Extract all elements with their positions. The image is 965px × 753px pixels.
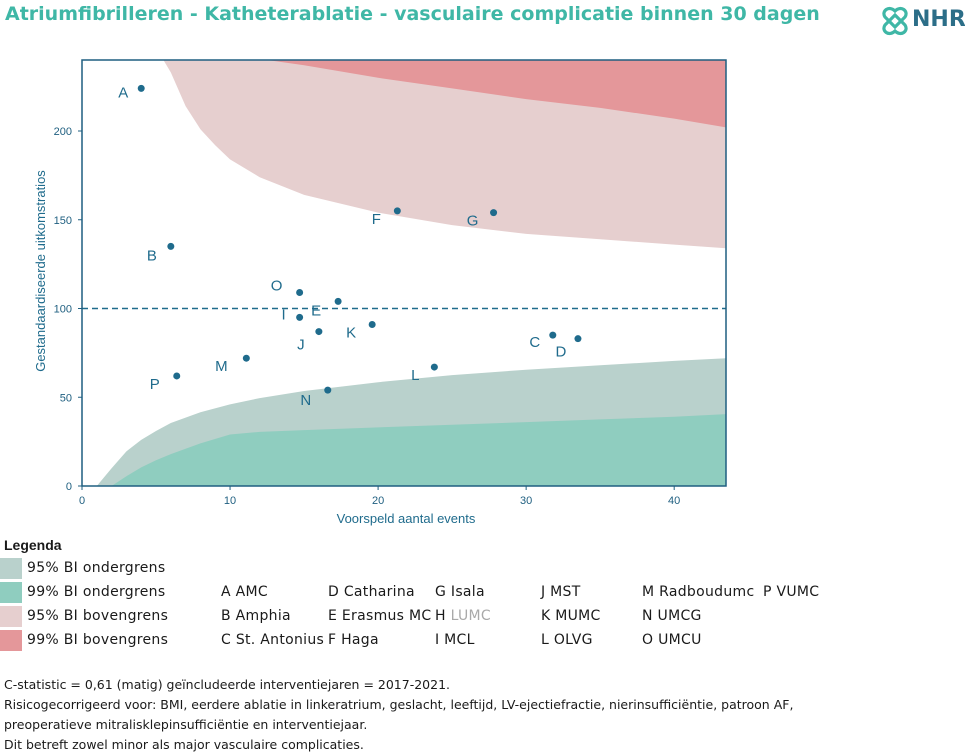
hospital-key-item: C St. Antonius	[221, 632, 325, 648]
data-point-l	[430, 363, 438, 371]
x-tick-label: 10	[224, 495, 236, 507]
y-tick-label: 150	[54, 215, 72, 227]
data-label-c: C	[529, 334, 540, 351]
x-tick-label: 30	[520, 495, 532, 507]
legend-swatch	[0, 630, 22, 651]
legend-label: 95% BI bovengrens	[27, 608, 169, 624]
footnote-cstatistic: C-statistic = 0,61 (matig) geïncludeerde…	[4, 677, 451, 692]
data-point-p	[173, 372, 181, 380]
data-point-e	[334, 297, 342, 305]
x-tick-label: 20	[372, 495, 384, 507]
data-point-o	[296, 289, 304, 297]
logo-text: NHR	[912, 7, 965, 32]
hospital-key-item: P VUMC	[763, 584, 820, 600]
data-point-m	[242, 354, 250, 362]
data-point-f	[393, 207, 401, 215]
nhr-logo: NHR	[880, 6, 965, 38]
hospital-key-item: A AMC	[221, 584, 268, 600]
data-label-g: G	[467, 213, 479, 230]
data-label-j: J	[297, 337, 305, 354]
x-tick-label: 0	[79, 495, 85, 507]
nhr-knot-icon	[882, 6, 908, 36]
band-2	[111, 414, 726, 486]
hospital-key-item: B Amphia	[221, 608, 291, 624]
data-point-d	[574, 335, 582, 343]
y-axis-title: Gestandaardiseerde uitkomstratios	[33, 170, 48, 372]
hospital-key-item: K MUMC	[541, 608, 601, 624]
data-label-i: I	[282, 306, 286, 323]
hospital-key-item: M Radboudumc	[642, 584, 755, 600]
legend-title: Legenda	[4, 537, 62, 553]
data-point-j	[315, 328, 323, 336]
page-title: Atriumfibrilleren - Katheterablatie - va…	[5, 3, 820, 25]
y-tick-label: 200	[54, 126, 72, 138]
data-label-e: E	[311, 302, 321, 319]
data-label-d: D	[556, 344, 567, 361]
band-4	[267, 60, 726, 128]
data-label-n: N	[300, 392, 311, 409]
legend-swatch	[0, 606, 22, 627]
data-label-l: L	[411, 367, 419, 384]
hospital-key-item: O UMCU	[642, 632, 702, 648]
data-label-p: P	[150, 376, 160, 393]
x-axis-title: Voorspeld aantal events	[337, 511, 476, 526]
hospital-key-item: G Isala	[435, 584, 485, 600]
data-point-k	[368, 320, 376, 328]
x-tick-label: 40	[668, 495, 680, 507]
hospital-key-item: F Haga	[328, 632, 379, 648]
y-tick-label: 50	[60, 392, 72, 404]
legend-label: 95% BI ondergrens	[27, 560, 166, 576]
plot-frame	[81, 59, 727, 487]
legend-label: 99% BI ondergrens	[27, 584, 166, 600]
hospital-key-item: J MST	[541, 584, 581, 600]
data-point-b	[167, 242, 175, 250]
hospital-key-item: E Erasmus MC	[328, 608, 432, 624]
footnote-risk-adjustment-cont: preoperatieve mitralisklepinsufficiëntie…	[4, 717, 368, 732]
data-point-n	[324, 386, 332, 394]
y-tick-label: 100	[54, 304, 72, 316]
hospital-key-item: I MCL	[435, 632, 475, 648]
data-label-b: B	[147, 247, 157, 264]
hospital-key-item: N UMCG	[642, 608, 702, 624]
legend-swatch	[0, 558, 22, 579]
data-label-k: K	[346, 324, 356, 341]
footnote-scope: Dit betreft zowel minor als major vascul…	[4, 737, 364, 752]
data-point-c	[549, 331, 557, 339]
data-label-m: M	[215, 358, 228, 375]
hospital-key-item-excluded: H LUMC	[435, 608, 491, 624]
legend-swatch	[0, 582, 22, 603]
legend-label: 99% BI bovengrens	[27, 632, 169, 648]
data-label-a: A	[118, 84, 128, 101]
hospital-key-item: D Catharina	[328, 584, 415, 600]
data-point-i	[296, 313, 304, 321]
data-point-a	[137, 84, 145, 92]
data-point-g	[490, 209, 498, 217]
hospital-key-item: L OLVG	[541, 632, 593, 648]
y-tick-label: 0	[66, 481, 72, 493]
footnote-risk-adjustment: Risicogecorrigeerd voor: BMI, eerdere ab…	[4, 697, 794, 712]
hospital-key-letter: H	[435, 608, 451, 624]
data-label-o: O	[271, 278, 283, 295]
hospital-key-muted-name: LUMC	[450, 608, 491, 624]
scatter-chart: 0 10 20 30 40 0 50 100 150 200 Voorspeld aantal ev…	[33, 59, 727, 526]
band-3	[163, 60, 726, 249]
data-label-f: F	[372, 211, 381, 228]
